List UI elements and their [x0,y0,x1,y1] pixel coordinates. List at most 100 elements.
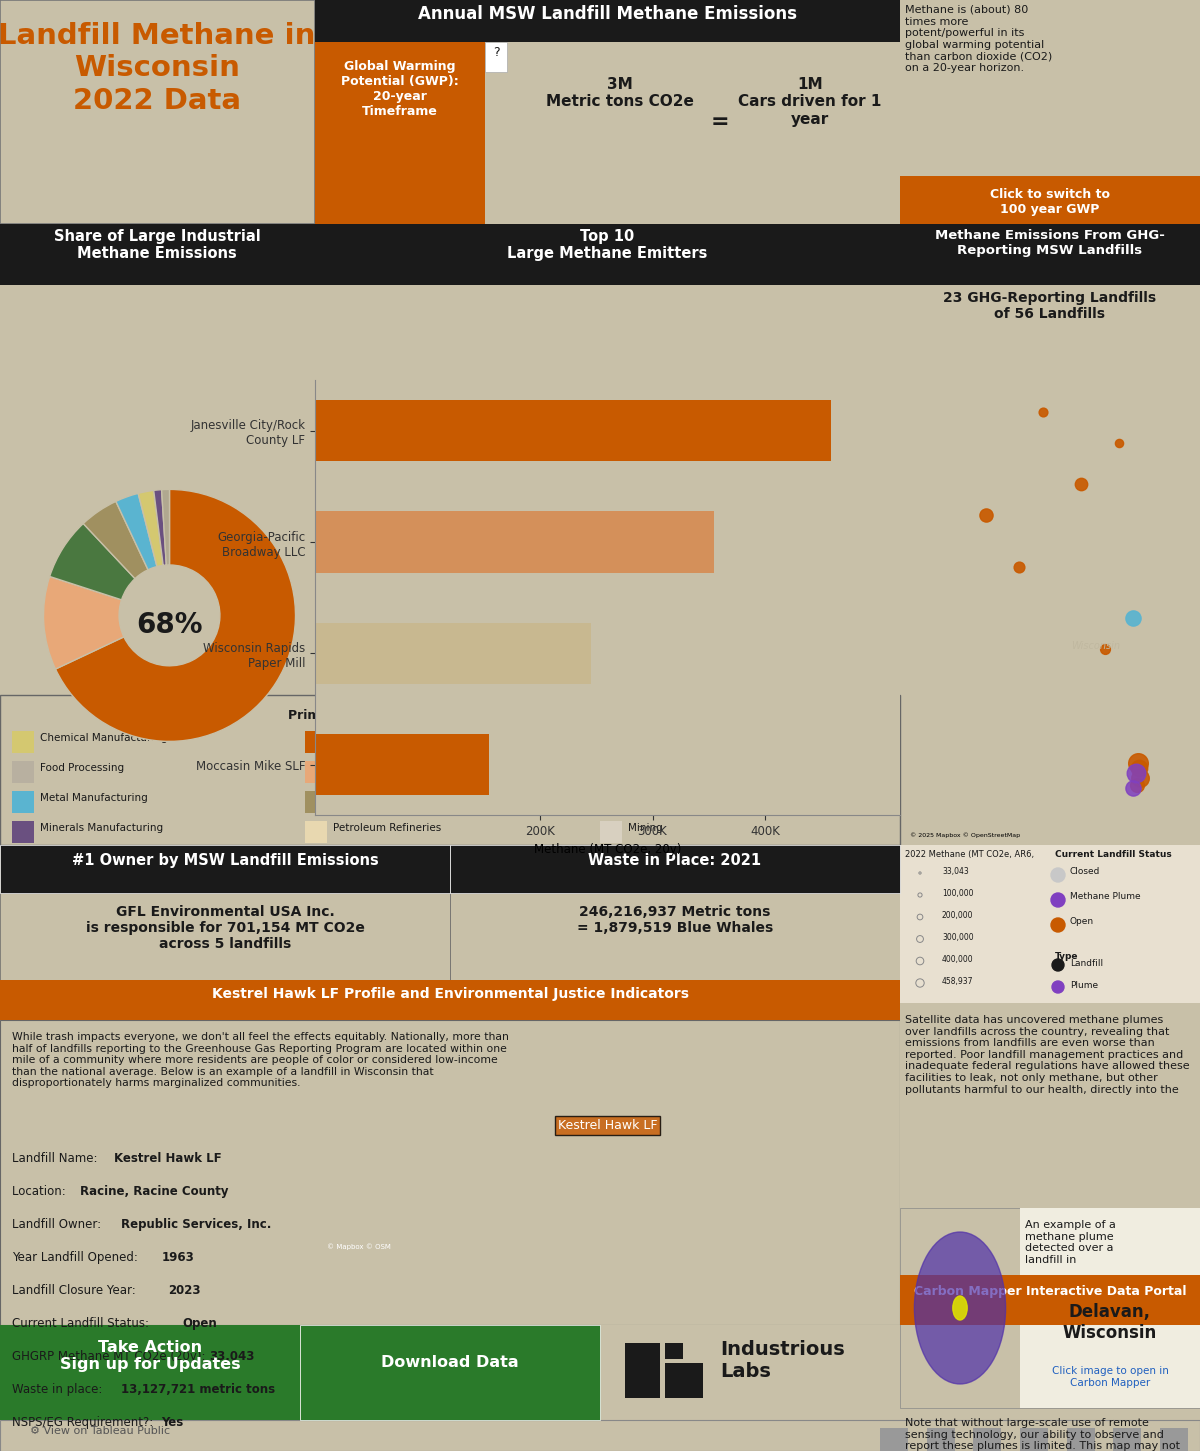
Bar [0,0,314,223]
Bar [12,760,34,784]
Bar [880,1428,908,1451]
Bar [0,844,450,892]
Text: Click to switch to
100 year GWP: Click to switch to 100 year GWP [990,189,1110,216]
Text: Metal Manufacturing: Metal Manufacturing [40,794,148,802]
Text: Annual MSW Landfill Methane Emissions: Annual MSW Landfill Methane Emissions [418,4,797,23]
Point [1129,756,1148,779]
Text: 3M
Metric tons CO2e: 3M Metric tons CO2e [546,77,694,109]
Text: Primary Sector Classification Industrious Labs: Primary Sector Classification Industriou… [288,710,612,723]
Bar [1067,1428,1094,1451]
Text: 458,937: 458,937 [942,977,973,987]
Bar [1160,1428,1188,1451]
Text: =: = [710,112,730,132]
Text: While trash impacts everyone, we don't all feel the effects equitably. Nationall: While trash impacts everyone, we don't a… [12,1032,509,1088]
Circle shape [1052,981,1064,992]
Text: Current Landfill Status: Current Landfill Status [1055,850,1171,859]
Text: Global Warming
Potential (GWP):
20-year
Timeframe: Global Warming Potential (GWP): 20-year … [341,59,458,118]
Bar [600,760,622,784]
Point [1123,607,1142,630]
Circle shape [1052,959,1064,971]
Text: Chemical Manufacturing: Chemical Manufacturing [40,733,168,743]
Bar [314,622,590,683]
Text: Other Manufacturing: Other Manufacturing [628,763,737,773]
Text: GHGRP Methane MT CO2e (20y):: GHGRP Methane MT CO2e (20y): [12,1349,209,1362]
Wedge shape [154,489,167,566]
Bar [314,400,832,461]
Text: Year Landfill Opened:: Year Landfill Opened: [12,1251,142,1264]
Point [1128,773,1147,797]
Bar [0,695,900,844]
Text: © Mapbox © OSM: © Mapbox © OSM [326,1244,390,1251]
X-axis label: Methane (MT CO2e, 20y): Methane (MT CO2e, 20y) [534,843,682,856]
Bar [305,760,326,784]
Bar [314,734,490,795]
Text: Type: Type [1055,952,1079,961]
Text: Landfill Name:: Landfill Name: [12,1152,101,1165]
Bar [12,791,34,813]
Wedge shape [138,490,163,566]
Text: Kestrel Hawk LF: Kestrel Hawk LF [558,1119,658,1132]
Bar [1020,1428,1048,1451]
Text: 1963: 1963 [162,1251,194,1264]
Text: Click image to open in
Carbon Mapper: Click image to open in Carbon Mapper [1051,1365,1169,1387]
Wedge shape [83,502,148,579]
Circle shape [1051,892,1066,907]
Text: Petroleum Refineries: Petroleum Refineries [334,823,442,833]
Point [1072,473,1091,496]
Bar [625,1344,660,1397]
Text: Industrious
Labs: Industrious Labs [720,1341,845,1381]
Wedge shape [162,489,169,564]
Circle shape [1051,868,1066,882]
Point [1096,637,1115,660]
Text: Carbon Mapper Interactive Data Portal: Carbon Mapper Interactive Data Portal [913,1286,1187,1299]
Text: © 2025 Mapbox © OpenStreetMap: © 2025 Mapbox © OpenStreetMap [910,831,1020,837]
Text: Waste in place:: Waste in place: [12,1383,106,1396]
Text: 100,000: 100,000 [942,889,973,898]
Text: Methane is (about) 80
times more
potent/powerful in its
global warming potential: Methane is (about) 80 times more potent/… [905,4,1052,73]
Text: Pulp and Paper: Pulp and Paper [628,733,706,743]
Text: Landfill Methane in
Wisconsin
2022 Data: Landfill Methane in Wisconsin 2022 Data [0,22,316,115]
Bar [900,176,1200,223]
Bar [600,731,622,753]
Text: 13,127,721 metric tons: 13,127,721 metric tons [121,1383,275,1396]
Text: 2023: 2023 [168,1284,200,1297]
Text: Kestrel Hawk LF Profile and Environmental Justice Indicators: Kestrel Hawk LF Profile and Environmenta… [211,987,689,1001]
Text: Share of Large Industrial
Methane Emissions: Share of Large Industrial Methane Emissi… [54,229,260,261]
Text: 300,000: 300,000 [942,933,973,942]
Wedge shape [116,493,157,570]
Text: Take Action
Sign up for Updates: Take Action Sign up for Updates [60,1341,240,1373]
Bar [900,284,1200,340]
Text: Current Landfill Status:: Current Landfill Status: [12,1318,152,1331]
Bar [485,42,506,73]
Text: 68%: 68% [137,611,203,640]
Text: Petroleum & Natural Gas Sy...: Petroleum & Natural Gas Sy... [334,794,487,802]
Text: GFL Environmental USA Inc.
is responsible for 701,154 MT CO2e
across 5 landfills: GFL Environmental USA Inc. is responsibl… [85,905,365,952]
Bar [12,731,34,753]
Bar [900,1209,1200,1407]
Bar [314,511,714,573]
Bar [12,821,34,843]
Bar [450,844,900,892]
Bar [0,1325,300,1421]
Point [1009,556,1028,579]
Text: Delavan,
Wisconsin: Delavan, Wisconsin [1063,1303,1157,1342]
Bar [600,1325,1200,1421]
Bar [900,844,1200,1003]
Text: MSW Landfills: MSW Landfills [334,733,406,743]
Text: Wisconsin: Wisconsin [1072,641,1121,651]
Text: Methane Emissions From GHG-
Reporting MSW Landfills: Methane Emissions From GHG- Reporting MS… [935,229,1165,257]
Point [1128,752,1147,775]
Point [976,503,995,527]
Bar [926,1428,955,1451]
Text: Mining: Mining [628,823,662,833]
Text: Open: Open [182,1318,217,1331]
Circle shape [953,1296,967,1320]
Text: Satellite data has uncovered methane plumes
over landfills across the country, r: Satellite data has uncovered methane plu… [905,1016,1189,1094]
Bar [1020,1209,1200,1407]
Wedge shape [49,524,134,599]
Text: Other Waste: Other Waste [334,763,398,773]
Point [1130,766,1150,789]
Point [1123,776,1142,800]
Bar [1114,1428,1141,1451]
Text: ⚙ View on Tableau Public: ⚙ View on Tableau Public [30,1426,170,1436]
